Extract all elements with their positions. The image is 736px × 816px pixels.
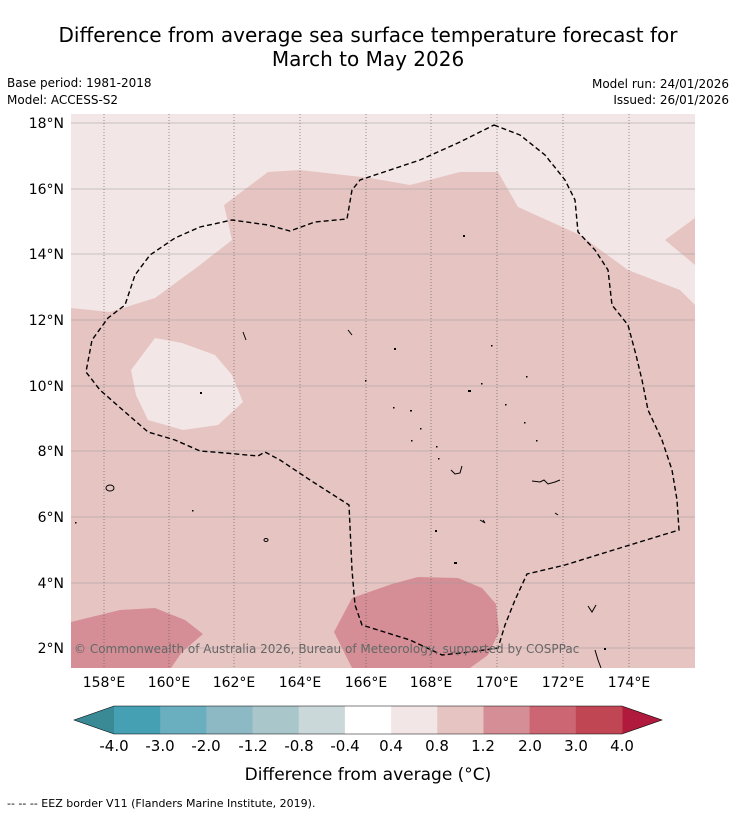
light-anomaly-north [71, 114, 695, 312]
colorbar-bin [483, 706, 531, 734]
strong-anomaly-southwest [71, 608, 203, 668]
lat-label: 14°N [29, 247, 64, 263]
colorbar-under-arrow [74, 706, 114, 734]
colorbar-tick-label: -4.0 [99, 737, 128, 755]
light-anomaly-east-patch [685, 134, 695, 148]
colorbar-bin [206, 706, 254, 734]
issued-date: Issued: 26/01/2026 [613, 93, 729, 107]
lat-label: 18°N [29, 116, 64, 132]
lon-label: 172°E [542, 675, 585, 691]
lon-label: 164°E [279, 675, 322, 691]
colorbar-label: Difference from average (°C) [245, 765, 492, 785]
colorbar-tick-label: 0.8 [425, 737, 449, 755]
colorbar-bin [298, 706, 346, 734]
colorbar-tick-label: 4.0 [610, 737, 634, 755]
longitude-labels: 158°E 160°E 162°E 164°E 166°E 168°E 170°… [83, 675, 651, 691]
colorbar-bin [575, 706, 623, 734]
lon-label: 168°E [410, 675, 453, 691]
lon-label: 160°E [148, 675, 191, 691]
colorbar-tick-label: -2.0 [191, 737, 220, 755]
graticule [71, 114, 695, 668]
colorbar-tick-label: -0.4 [330, 737, 359, 755]
colorbar-bin [391, 706, 438, 734]
colorbar-tick-label: 1.2 [471, 737, 495, 755]
colorbar-outline [73, 705, 663, 735]
lat-label: 2°N [38, 641, 64, 657]
colorbar-tick-label: 0.4 [379, 737, 403, 755]
lon-label: 174°E [608, 675, 651, 691]
colorbar-bin [252, 706, 300, 734]
colorbar-ticks: -4.0 -3.0 -2.0 -1.2 -0.8 -0.4 0.4 0.8 1.… [99, 737, 634, 755]
colorbar-bin [114, 706, 161, 734]
model-name: Model: ACCESS-S2 [7, 93, 119, 107]
base-period: Base period: 1981-2018 [7, 76, 152, 90]
lon-label: 162°E [213, 675, 256, 691]
colorbar-bin [437, 706, 484, 734]
map-panel: © Commonwealth of Australia 2026, Bureau… [71, 114, 695, 669]
light-anomaly-west [131, 338, 243, 430]
lat-label: 8°N [38, 444, 64, 460]
colorbar-tick-label: -3.0 [145, 737, 174, 755]
colorbar-tick-label: 3.0 [564, 737, 588, 755]
colorbar-bin [160, 706, 207, 734]
lat-label: 6°N [38, 510, 64, 526]
model-run: Model run: 24/01/2026 [591, 77, 729, 91]
lat-label: 10°N [29, 379, 64, 395]
islands [105, 329, 602, 669]
eez-border [85, 124, 680, 656]
latitude-labels: 18°N 16°N 14°N 12°N 10°N 8°N 6°N 4°N 2°N [29, 116, 64, 657]
lon-label: 158°E [83, 675, 126, 691]
atoll-dots [75, 235, 606, 650]
colorbar: -4.0 -3.0 -2.0 -1.2 -0.8 -0.4 0.4 0.8 1.… [73, 705, 663, 785]
colorbar-tick-label: -1.2 [238, 737, 267, 755]
copyright-text: © Commonwealth of Australia 2026, Bureau… [74, 642, 579, 656]
colorbar-tick-label: -0.8 [284, 737, 313, 755]
lon-label: 166°E [345, 675, 388, 691]
footer-note: -- -- -- EEZ border V11 (Flanders Marine… [7, 797, 315, 810]
colorbar-tick-label: 2.0 [518, 737, 542, 755]
colorbar-bin [529, 706, 577, 734]
title-line-1: Difference from average sea surface temp… [58, 23, 678, 47]
colorbar-bin [344, 706, 392, 734]
lat-label: 16°N [29, 182, 64, 198]
colorbar-over-arrow [622, 706, 662, 734]
lat-label: 12°N [29, 313, 64, 329]
lat-label: 4°N [38, 576, 64, 592]
lon-label: 170°E [476, 675, 519, 691]
strong-anomaly-south-central [334, 577, 499, 668]
title-line-2: March to May 2026 [271, 47, 465, 71]
